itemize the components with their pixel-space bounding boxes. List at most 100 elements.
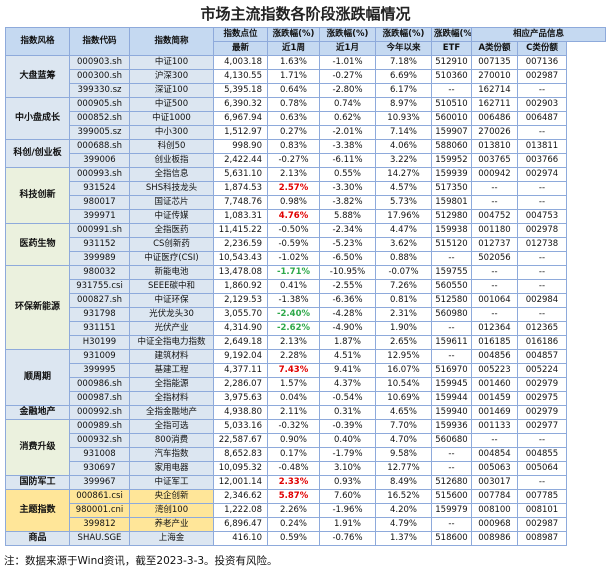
table-cell: -2.40% — [267, 307, 320, 322]
table-cell: 980001.cni — [69, 503, 130, 518]
table-cell: SHAU.SGE — [69, 531, 130, 546]
table-cell: 8,652.83 — [213, 447, 268, 462]
table-cell: 008987 — [517, 531, 567, 546]
table-cell: 13,478.08 — [213, 265, 268, 280]
data-row: 931755.csi SEEE碳中和 1,860.92 0.41% -2.55% 7.26… — [6, 279, 606, 294]
table-cell: 2.33% — [267, 475, 320, 490]
table-cell: 016186 — [517, 335, 567, 350]
data-row: 主题指数 000861.csi 央企创新 2,346.62 5.87% 7.60% 16.5… — [5, 489, 606, 532]
table-cell: 000688.sh — [69, 139, 130, 154]
table-cell: 2,129.53 — [213, 293, 268, 308]
table-cell: 7.60% — [319, 489, 376, 504]
table-cell: 399812 — [69, 517, 130, 532]
data-row: 000827.sh 中证环保 2,129.53 -1.38% -6.36% 0.81% 51… — [6, 293, 606, 308]
table-cell: 全指医药 — [129, 223, 214, 238]
table-cell: 12.95% — [375, 349, 432, 364]
data-row: 环保新能源 980032 新能电池 13,478.08 -1.71% -10.95% -0.… — [5, 265, 606, 350]
table-cell: 4,377.11 — [213, 363, 268, 378]
table-cell: 002987 — [517, 517, 567, 532]
table-cell: -- — [431, 447, 472, 462]
data-row: 399989 中证医疗(CSI) 10,543.43 -1.02% -6.50% 0.88… — [6, 251, 606, 266]
table-cell: 560010 — [431, 111, 472, 126]
data-row: 科技创新 000993.sh 全指信息 5,631.10 2.13% 0.55% 14.27… — [5, 167, 606, 224]
table-cell: 000989.sh — [69, 419, 130, 434]
table-cell: 中证全指电力指数 — [129, 335, 214, 350]
table-cell: 931152 — [69, 237, 130, 252]
table-cell: 养老产业 — [129, 517, 214, 532]
table-cell: -- — [471, 265, 518, 280]
table-cell: 004854 — [471, 447, 518, 462]
table-cell: 6.17% — [375, 83, 432, 98]
table-cell: 2.26% — [267, 503, 320, 518]
table-cell: 502056 — [471, 251, 518, 266]
table-cell: 270010 — [471, 69, 518, 84]
table-cell: 10,095.32 — [213, 461, 268, 476]
table-cell: 002977 — [517, 419, 567, 434]
table-cell: 0.17% — [267, 447, 320, 462]
table-cell: 001064 — [471, 293, 518, 308]
data-row: 399005.sz 中小300 1,512.97 0.27% -2.01% 7.14% 15… — [6, 125, 606, 140]
table-cell: 000932.sh — [69, 433, 130, 448]
table-cell: 003017 — [471, 475, 518, 490]
data-row: 科创/创业板 000688.sh 科创50 998.90 0.83% -3.38% 4.06… — [5, 139, 606, 168]
table-cell: 399005.sz — [69, 125, 130, 140]
footer-note: 注：数据来源于Wind资讯，截至2023-3-3。投资有风险。 — [4, 555, 278, 567]
data-row: 医药生物 000991.sh 全指医药 11,415.22 -0.50% -2.34% 4.… — [5, 223, 606, 266]
header-cell: 指数简称 — [129, 27, 214, 56]
table-cell: 全指可选 — [129, 419, 214, 434]
table-cell: 007135 — [471, 55, 518, 70]
table-cell: 002984 — [517, 293, 567, 308]
table-cell: 931008 — [69, 447, 130, 462]
table-cell: -- — [471, 279, 518, 294]
data-row: 顺周期 931009 建筑材料 9,192.04 2.28% 4.51% 12.95% -- 0… — [5, 349, 606, 406]
table-cell: -- — [471, 195, 518, 210]
style-cell: 商品 — [5, 531, 70, 546]
table-cell: -0.54% — [319, 391, 376, 406]
table-cell: 12.77% — [375, 461, 432, 476]
table-body: 大盘蓝筹 000903.sh 中证100 4,003.18 1.63% -1.01% 7.1… — [5, 55, 606, 546]
table-cell: 6,967.94 — [213, 111, 268, 126]
table-cell: 4.76% — [267, 209, 320, 224]
table-cell: 004856 — [471, 349, 518, 364]
table-cell: 1,860.92 — [213, 279, 268, 294]
table-cell: -0.48% — [267, 461, 320, 476]
table-cell: 科创50 — [129, 139, 214, 154]
table-cell: 931151 — [69, 321, 130, 336]
table-cell: 399006 — [69, 153, 130, 168]
table-cell: 7,748.76 — [213, 195, 268, 210]
table-cell: 007136 — [517, 55, 567, 70]
table-cell: 516970 — [431, 363, 472, 378]
data-row: 000932.sh 800消费 22,587.67 0.90% 0.40% 4.70% 56… — [6, 433, 606, 448]
style-cell: 医药生物 — [5, 223, 70, 266]
table-cell: 10.93% — [375, 111, 432, 126]
table-cell: 4.47% — [375, 223, 432, 238]
data-row: 399006 创业板指 2,422.44 -0.27% -6.11% 3.22% 15995… — [6, 153, 606, 168]
table-cell: 1,083.31 — [213, 209, 268, 224]
table-cell: 930697 — [69, 461, 130, 476]
table-cell: 中证军工 — [129, 475, 214, 490]
table-cell: 399330.sz — [69, 83, 130, 98]
table-cell: 1.90% — [375, 321, 432, 336]
table-cell: 4,130.55 — [213, 69, 268, 84]
table-cell: 12,001.14 — [213, 475, 268, 490]
table-cell: -3.82% — [319, 195, 376, 210]
table-cell: 012365 — [517, 321, 567, 336]
table-cell: 001133 — [471, 419, 518, 434]
title: 市场主流指数各阶段涨跌幅情况 — [200, 5, 411, 23]
table-cell: 1.63% — [267, 55, 320, 70]
table-cell: 创业板指 — [129, 153, 214, 168]
table-cell: 3.62% — [375, 237, 432, 252]
table-cell: 000903.sh — [69, 55, 130, 70]
table-cell: 0.74% — [319, 97, 376, 112]
table-cell: 510510 — [431, 97, 472, 112]
table-cell: 中证100 — [129, 55, 214, 70]
table-cell: 0.64% — [267, 83, 320, 98]
table-cell: 013811 — [517, 139, 567, 154]
table-cell: 002987 — [517, 69, 567, 84]
table-cell: -0.50% — [267, 223, 320, 238]
table-cell: 5,033.16 — [213, 419, 268, 434]
table-cell: 7.14% — [375, 125, 432, 140]
table-cell: 16.07% — [375, 363, 432, 378]
table-cell: 0.41% — [267, 279, 320, 294]
table-cell: 005223 — [471, 363, 518, 378]
